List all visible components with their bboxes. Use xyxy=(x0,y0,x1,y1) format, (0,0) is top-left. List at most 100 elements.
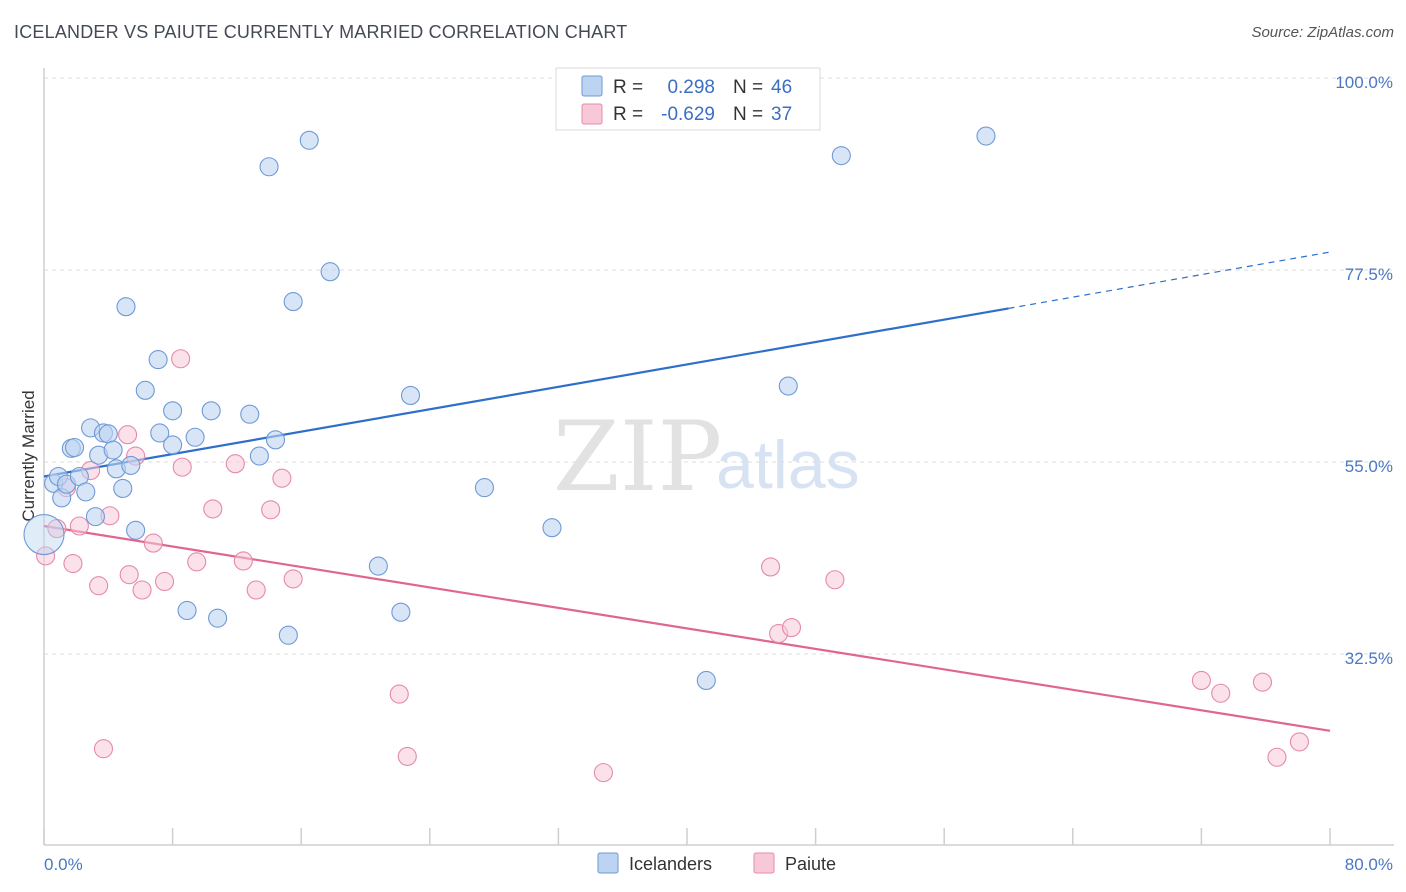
chart-title: ICELANDER VS PAIUTE CURRENTLY MARRIED CO… xyxy=(14,22,628,42)
icelanders-point xyxy=(135,380,155,400)
paiute-point xyxy=(761,557,781,577)
paiute-point xyxy=(118,425,138,445)
paiute-r-value: -0.629 xyxy=(661,104,715,125)
icelanders-n-value: 46 xyxy=(771,77,792,98)
icelanders-point xyxy=(542,518,562,538)
icelanders-point xyxy=(831,146,851,166)
icelanders-point xyxy=(240,404,260,424)
icelanders-point xyxy=(474,478,495,498)
icelanders-point xyxy=(148,350,168,370)
icelanders-point xyxy=(368,556,388,576)
icelanders-point xyxy=(177,600,197,621)
y-tick-label: 55.0% xyxy=(1345,457,1393,476)
icelanders-trend-line xyxy=(43,307,1009,478)
paiute-point xyxy=(171,349,191,369)
x-tick-label-min: 0.0% xyxy=(44,855,83,874)
watermark-zip: ZIP xyxy=(553,401,722,513)
legend-paiute-swatch xyxy=(753,852,775,874)
y-tick-label: 32.5% xyxy=(1345,649,1393,668)
y-tick-label: 77.5% xyxy=(1345,265,1393,284)
paiute-point xyxy=(1252,672,1273,692)
icelanders-point xyxy=(778,376,798,396)
icelanders-point xyxy=(976,126,996,146)
paiute-point xyxy=(593,763,613,783)
icelanders-point xyxy=(103,440,123,460)
paiute-point xyxy=(781,617,802,638)
legend-icelanders-swatch xyxy=(597,852,619,874)
icelanders-point xyxy=(249,446,269,466)
source-credit: Source: ZipAtlas.com xyxy=(1251,24,1394,41)
paiute-n-value: 37 xyxy=(771,104,792,125)
trend-lines xyxy=(43,251,1331,732)
icelanders-point xyxy=(299,130,319,150)
icelanders-trend-extension xyxy=(1008,251,1331,309)
paiute-point xyxy=(272,468,292,488)
paiute-point xyxy=(397,746,417,766)
icelanders-point xyxy=(85,507,105,527)
icelanders-point xyxy=(278,625,298,645)
icelanders-point xyxy=(23,513,65,556)
paiute-point xyxy=(825,570,845,590)
data-points xyxy=(23,126,1310,783)
paiute-point xyxy=(1211,683,1231,703)
y-tick-label: 100.0% xyxy=(1335,73,1393,92)
y-tick-labels: 32.5% 55.0% 77.5% 100.0% xyxy=(1335,73,1393,668)
icelanders-point xyxy=(259,157,279,177)
icelanders-point xyxy=(265,430,286,450)
paiute-point xyxy=(261,500,281,520)
paiute-point xyxy=(233,551,253,571)
legend-icelanders-label: Icelanders xyxy=(629,854,712,874)
icelanders-point xyxy=(163,435,183,455)
icelanders-point xyxy=(208,608,228,628)
paiute-point xyxy=(187,552,207,572)
paiute-n-label: N = xyxy=(733,104,763,125)
x-tick-marks xyxy=(43,828,1331,845)
icelanders-point xyxy=(116,297,136,317)
paiute-point xyxy=(389,684,409,704)
icelanders-point xyxy=(391,602,411,622)
paiute-point xyxy=(172,457,192,477)
paiute-point xyxy=(203,499,223,519)
paiute-point xyxy=(143,533,163,553)
icelanders-point xyxy=(696,670,716,691)
paiute-point xyxy=(283,569,303,589)
paiute-swatch xyxy=(581,103,603,125)
paiute-point xyxy=(155,571,175,592)
icelanders-point xyxy=(98,424,118,444)
series-legend: Icelanders Paiute xyxy=(597,852,836,874)
icelanders-point xyxy=(163,401,183,421)
icelanders-point xyxy=(185,427,205,447)
paiute-point xyxy=(36,546,56,566)
y-axis-label: Currently Married xyxy=(19,390,38,521)
paiute-trend-line xyxy=(43,524,1331,732)
paiute-point xyxy=(1267,747,1287,767)
icelanders-point xyxy=(150,423,170,443)
paiute-point xyxy=(63,553,83,574)
paiute-point xyxy=(1289,732,1310,752)
icelanders-swatch xyxy=(581,75,603,97)
icelanders-point xyxy=(201,401,221,421)
icelanders-point xyxy=(121,455,141,475)
icelanders-point xyxy=(320,262,340,282)
icelanders-point xyxy=(126,520,146,540)
icelanders-point xyxy=(283,292,303,312)
icelanders-point xyxy=(76,482,96,502)
paiute-r-label: R = xyxy=(613,104,643,125)
paiute-point xyxy=(246,580,266,600)
stats-legend: R = 0.298 N = 46 R = -0.629 N = 37 xyxy=(555,67,821,131)
icelanders-r-label: R = xyxy=(613,77,643,98)
paiute-point xyxy=(225,454,245,474)
icelanders-n-label: N = xyxy=(733,77,763,98)
icelanders-point xyxy=(64,437,85,458)
icelanders-point xyxy=(113,478,133,499)
paiute-point xyxy=(69,516,89,536)
paiute-point xyxy=(89,576,109,596)
paiute-point xyxy=(132,580,152,600)
icelanders-point xyxy=(400,385,421,405)
paiute-point xyxy=(1191,670,1211,691)
watermark-atlas: atlas xyxy=(716,427,860,503)
x-tick-label-max: 80.0% xyxy=(1345,855,1393,874)
legend-paiute-label: Paiute xyxy=(785,854,836,874)
paiute-point xyxy=(93,739,114,759)
